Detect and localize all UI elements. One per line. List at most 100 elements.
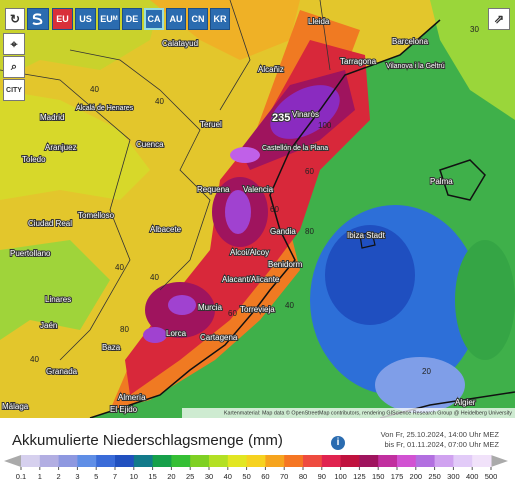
cities: Lleida Tarragona Barcelona Vilanova i la… (1, 16, 477, 415)
model-button[interactable]: AU (166, 8, 186, 30)
refresh-button[interactable]: ↻ (5, 8, 25, 30)
contour-label: 40 (285, 301, 294, 310)
city-label: Jaén (40, 321, 57, 330)
area (270, 85, 340, 139)
city-label: Alcalá de Henares (76, 105, 134, 112)
legend-swatch (472, 455, 492, 467)
contour-label: 40 (30, 355, 39, 364)
city-label: Requena (197, 185, 230, 194)
legend-swatch (58, 455, 78, 467)
city-label: Lorca (166, 329, 187, 338)
zoom-button[interactable]: ⌕ (3, 56, 25, 78)
area (455, 240, 515, 360)
city-button[interactable]: CITY (3, 79, 25, 101)
city-label: Tomelloso (78, 211, 115, 220)
legend-tick-label: 200 (410, 472, 423, 481)
city-label: Palma (430, 177, 453, 186)
area (375, 357, 465, 413)
city-label: Alcañiz (258, 65, 284, 74)
location-button[interactable]: ⌖ (3, 33, 25, 55)
legend-tick-label: 25 (186, 472, 194, 481)
legend-swatch (21, 455, 41, 467)
info-button[interactable]: i (331, 436, 345, 450)
city-label: Benidorm (268, 260, 303, 269)
legend-tick-label: 5 (94, 472, 98, 481)
legend-swatch (39, 455, 60, 467)
legend-swatch (359, 455, 379, 467)
model-button[interactable]: EU (52, 8, 73, 30)
legend-tick-label: 20 (167, 472, 175, 481)
color-legend: 0.1 1 2 3 5 7 10 15 20 25 30 40 50 60 70 80 90 100 125 150 1… (4, 455, 508, 481)
contour-label: 60 (270, 205, 279, 214)
contour-label: 40 (115, 263, 124, 272)
legend-swatch (77, 455, 97, 467)
contour-label: 20 (422, 367, 431, 376)
city-label: El Ejido (110, 405, 138, 414)
model-button[interactable]: US (75, 8, 96, 30)
legend-tick-label: 50 (242, 472, 250, 481)
border (0, 0, 331, 361)
contour-label: 30 (470, 25, 479, 34)
logo-button[interactable] (27, 8, 49, 30)
area (325, 225, 415, 325)
city-label: Aranjuez (45, 143, 77, 152)
model-button[interactable]: EU M (98, 8, 120, 30)
coastline (89, 19, 441, 418)
city-label: Valencia (243, 185, 274, 194)
contour-label: 100 (318, 121, 332, 130)
legend-tick-label: 2 (57, 472, 61, 481)
legend-swatch (115, 455, 135, 467)
island (359, 231, 376, 249)
legend-swatch (453, 455, 473, 467)
legend-swatch (434, 455, 454, 467)
legend-tick-label: 150 (372, 472, 385, 481)
city-label: Calatayud (162, 39, 198, 48)
legend-swatch (321, 455, 342, 467)
area (0, 90, 150, 200)
legend-swatch (190, 455, 210, 467)
contour-label: 40 (90, 85, 99, 94)
legend-swatch (378, 455, 398, 467)
model-button[interactable]: CA (144, 8, 164, 30)
legend-tick-label: 0.1 (16, 472, 26, 481)
city-label: Toledo (22, 155, 46, 164)
city-label: Barcelona (392, 37, 429, 46)
model-button[interactable]: DE (122, 8, 142, 30)
legend-swatch (340, 455, 360, 467)
legend-tick-label: 30 (205, 472, 213, 481)
legend-tick-label: 250 (428, 472, 441, 481)
area (225, 190, 251, 234)
contour-label: 80 (120, 325, 129, 334)
city-label: Almería (118, 393, 146, 402)
city-label: Málaga (2, 402, 29, 411)
contour-label: 80 (305, 227, 314, 236)
contour-label: 60 (305, 167, 314, 176)
legend-tick-label: 40 (224, 472, 232, 481)
max-value: 235 (272, 112, 290, 124)
legend-tick-label: 15 (148, 472, 156, 481)
model-sub: M (112, 16, 118, 22)
legend-tick-label: 7 (113, 472, 117, 481)
legend-tick-label: 175 (391, 472, 404, 481)
city-label: Puertollano (10, 249, 51, 258)
legend-swatch (227, 455, 248, 467)
city-label: Murcia (198, 303, 223, 312)
city-label: Albacete (150, 225, 182, 234)
city-label: Cartagena (200, 333, 238, 342)
legend-tick-label: 300 (447, 472, 460, 481)
city-label: Tarragona (340, 57, 377, 66)
area (230, 147, 260, 163)
legend-arrow (491, 455, 508, 467)
city-label: Lleida (308, 17, 330, 26)
legend-tick-label: 60 (261, 472, 269, 481)
share-button[interactable]: ⇗ (488, 8, 510, 30)
model-button[interactable]: CN (188, 8, 208, 30)
legend-tick-label: 125 (353, 472, 366, 481)
legend-swatch (246, 455, 266, 467)
city-label: Vilanova i la Geltrú (386, 63, 445, 70)
legend-swatch (152, 455, 172, 467)
legend-swatch (265, 455, 285, 467)
area (150, 0, 300, 60)
city-label: Madrid (40, 113, 64, 122)
model-button[interactable]: KR (210, 8, 230, 30)
